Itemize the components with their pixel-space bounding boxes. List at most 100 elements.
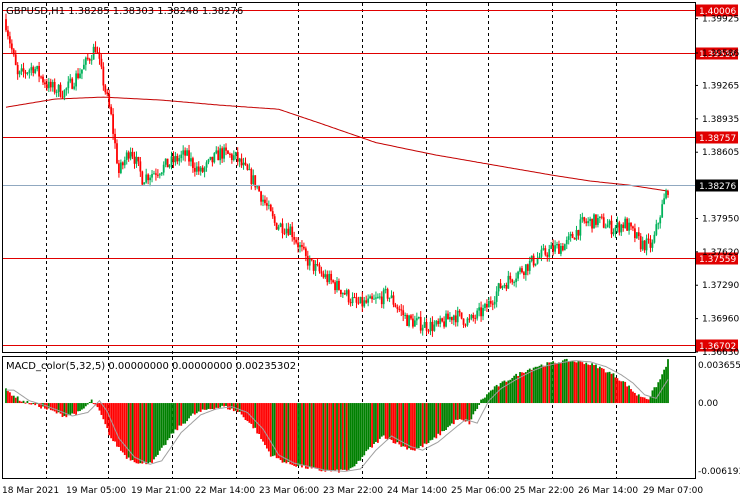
candle-body: [88, 59, 91, 61]
candle-body: [49, 81, 52, 88]
candle-body: [65, 88, 68, 91]
candle-body: [357, 302, 360, 304]
macd-bar: [637, 394, 640, 404]
macd-bar: [497, 386, 500, 404]
macd-bar: [427, 403, 430, 443]
candle-body: [597, 218, 599, 225]
macd-bar: [318, 403, 321, 471]
macd-bar: [283, 403, 286, 463]
macd-bar: [554, 362, 556, 404]
candle-body: [511, 279, 514, 283]
macd-bar: [10, 395, 13, 404]
candle-body: [312, 259, 315, 271]
macd-bar: [552, 361, 555, 404]
macd-bar: [114, 403, 116, 442]
macd-bar: [225, 403, 227, 406]
macd-bar: [287, 403, 290, 462]
macd-bar: [466, 403, 469, 422]
candle-body: [665, 191, 667, 199]
candle-body: [24, 71, 27, 74]
candle-body: [608, 220, 611, 225]
macd-bar: [227, 403, 229, 410]
candle-body: [501, 285, 504, 289]
candle-body: [468, 318, 471, 320]
macd-bar: [197, 403, 200, 412]
macd-bar: [188, 403, 190, 419]
candle-body: [100, 58, 103, 67]
candle-body: [69, 78, 72, 82]
macd-bar: [192, 403, 194, 414]
macd-bar: [258, 403, 261, 435]
macd-bar: [273, 403, 276, 456]
macd-bar: [435, 403, 438, 439]
candle-body: [127, 152, 130, 159]
candle-body: [472, 314, 475, 318]
candle-body: [561, 245, 564, 251]
candle-body: [569, 233, 572, 237]
macd-bar: [30, 403, 33, 405]
macd-bar: [267, 403, 270, 452]
macd-bar: [193, 403, 196, 415]
candle-body: [589, 218, 592, 222]
macd-bar: [505, 381, 508, 404]
macd-bar: [501, 381, 504, 404]
candle-body: [595, 214, 597, 225]
macd-bar: [484, 397, 486, 404]
candle-body: [118, 163, 120, 173]
macd-bar: [630, 389, 632, 404]
macd-bar: [211, 403, 214, 410]
macd-bar: [180, 403, 183, 426]
candle-body: [626, 218, 629, 231]
candle-body: [269, 204, 272, 212]
candle-body: [84, 57, 87, 65]
candle-body: [162, 164, 165, 173]
macd-bar: [635, 395, 638, 404]
candle-body: [567, 236, 570, 240]
candle-body: [443, 321, 445, 327]
macd-bar: [519, 372, 521, 404]
candle-body: [347, 290, 350, 303]
time-axis-label: 29 Mar 07:00: [643, 486, 703, 496]
candle-body: [131, 151, 134, 157]
candle-body: [532, 255, 535, 266]
macd-bar: [55, 403, 58, 414]
macd-bar: [452, 403, 455, 425]
macd-bar: [184, 403, 187, 424]
macd-bar: [363, 403, 366, 456]
macd-bar: [314, 403, 317, 469]
candle-body: [256, 186, 259, 188]
candle-body: [421, 327, 424, 331]
candle-body: [396, 307, 399, 309]
candle-body: [26, 72, 29, 74]
candle-body: [526, 264, 529, 271]
macd-bar: [186, 403, 188, 422]
macd-bar: [667, 359, 669, 404]
macd-bar: [250, 403, 253, 424]
macd-bar: [408, 403, 410, 449]
candle-body: [565, 239, 568, 245]
macd-bar: [164, 403, 167, 445]
candle-body: [153, 173, 155, 175]
candle-body: [581, 217, 584, 220]
candle-body: [378, 296, 381, 298]
candle-body: [585, 221, 588, 224]
candle-body: [371, 296, 373, 300]
macd-bar: [591, 363, 593, 404]
candle-body: [330, 273, 333, 281]
price-level-tag: [696, 339, 738, 352]
macd-bar: [205, 403, 208, 410]
candle-body: [663, 198, 666, 205]
candle-body: [137, 156, 140, 162]
candle-body: [367, 298, 370, 303]
macd-bar: [322, 403, 325, 471]
time-axis-label: 19 Mar 21:00: [131, 486, 191, 496]
macd-bar: [320, 403, 323, 472]
candle-body: [229, 153, 231, 155]
macd-bar: [162, 403, 165, 446]
candle-body: [225, 147, 227, 151]
macd-bar: [88, 402, 91, 404]
macd-bar: [470, 403, 473, 420]
candle-body: [314, 263, 317, 271]
